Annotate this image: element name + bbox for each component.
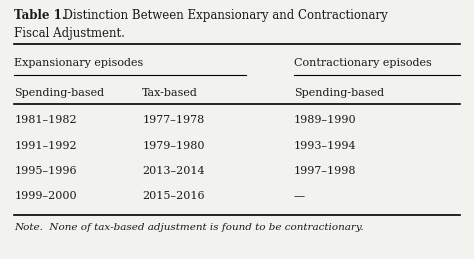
- Text: Tax-based: Tax-based: [142, 88, 198, 98]
- Text: Note.  None of tax-based adjustment is found to be contractionary.: Note. None of tax-based adjustment is fo…: [14, 223, 364, 232]
- Text: Fiscal Adjustment.: Fiscal Adjustment.: [14, 27, 125, 40]
- Text: 1991–1992: 1991–1992: [14, 141, 77, 151]
- Text: Spending-based: Spending-based: [14, 88, 104, 98]
- Text: 2013–2014: 2013–2014: [142, 166, 205, 176]
- Text: 1989–1990: 1989–1990: [294, 115, 356, 125]
- Text: 1993–1994: 1993–1994: [294, 141, 356, 151]
- Text: 1997–1998: 1997–1998: [294, 166, 356, 176]
- Text: 1977–1978: 1977–1978: [142, 115, 204, 125]
- Text: Expansionary episodes: Expansionary episodes: [14, 58, 144, 68]
- Text: Spending-based: Spending-based: [294, 88, 384, 98]
- Text: 1995–1996: 1995–1996: [14, 166, 77, 176]
- Text: 1981–1982: 1981–1982: [14, 115, 77, 125]
- Text: Distinction Between Expansionary and Contractionary: Distinction Between Expansionary and Con…: [56, 9, 388, 22]
- Text: 1999–2000: 1999–2000: [14, 191, 77, 202]
- Text: —: —: [294, 191, 305, 202]
- Text: Contractionary episodes: Contractionary episodes: [294, 58, 432, 68]
- Text: 1979–1980: 1979–1980: [142, 141, 205, 151]
- Text: Table 1.: Table 1.: [14, 9, 66, 22]
- Text: 2015–2016: 2015–2016: [142, 191, 205, 202]
